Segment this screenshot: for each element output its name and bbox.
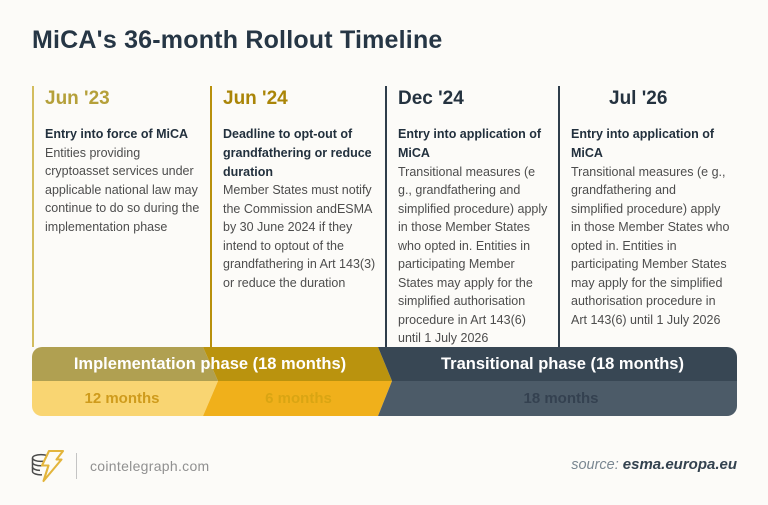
segment-18-months — [378, 381, 737, 416]
cointelegraph-logo-icon — [31, 449, 65, 483]
footer-brand-block: cointelegraph.com — [30, 449, 210, 483]
label-12-months: 12 months — [84, 390, 160, 407]
label-18-months: 18 months — [523, 390, 599, 407]
timeline-column-jun-23: Jun '23 Entry into force of MiCA Entitie… — [32, 86, 210, 347]
milestone-description: Entities providing cryptoasset services … — [45, 145, 200, 234]
months-row: 12 months 6 months 18 months — [32, 381, 737, 416]
source-url: esma.europa.eu — [622, 456, 737, 473]
milestone-heading: Entry into application of MiCA — [571, 127, 715, 160]
milestone-description: Transitional measures (e g., grandfather… — [398, 164, 548, 346]
brand-url: cointelegraph.com — [90, 458, 210, 474]
source-label: source: — [571, 457, 619, 473]
segment-12-months — [32, 381, 218, 416]
milestone-heading: Entry into application of MiCA — [398, 127, 542, 160]
segment-6-months — [203, 381, 392, 416]
transitional-phase-label: Transitional phase (18 months) — [441, 355, 684, 373]
footer-divider — [76, 453, 77, 479]
page-title: MiCA's 36-month Rollout Timeline — [32, 26, 443, 54]
timeline-columns: Jun '23 Entry into force of MiCA Entitie… — [32, 86, 740, 347]
timeline-column-jul-26: Jul '26 Entry into application of MiCA T… — [558, 86, 738, 347]
milestone-date: Jun '23 — [45, 88, 110, 109]
timeline-column-jun-24: Jun '24 Deadline to opt-out of grandfath… — [210, 86, 385, 347]
transitional-phase-segment — [378, 347, 737, 381]
source-attribution: source: esma.europa.eu — [571, 456, 737, 473]
implementation-phase-label: Implementation phase (18 months) — [73, 355, 347, 373]
milestone-heading: Deadline to opt-out of grandfathering or… — [223, 127, 372, 179]
milestone-description: Transitional measures (e g., grandfather… — [571, 164, 730, 327]
label-6-months: 6 months — [265, 390, 332, 407]
milestone-date: Jul '26 — [609, 88, 668, 109]
phase-bars: Implementation phase (18 months) Transit… — [32, 347, 737, 416]
milestone-heading: Entry into force of MiCA — [45, 127, 189, 141]
implementation-phase-segment-1 — [32, 347, 218, 381]
milestone-date: Jun '24 — [223, 88, 288, 109]
implementation-phase-segment-2 — [203, 347, 392, 381]
milestone-date: Dec '24 — [398, 88, 464, 109]
phase-label-row: Implementation phase (18 months) Transit… — [32, 347, 737, 381]
milestone-description: Member States must notify the Commission… — [223, 183, 376, 290]
timeline-column-dec-24: Dec '24 Entry into application of MiCA T… — [385, 86, 558, 347]
